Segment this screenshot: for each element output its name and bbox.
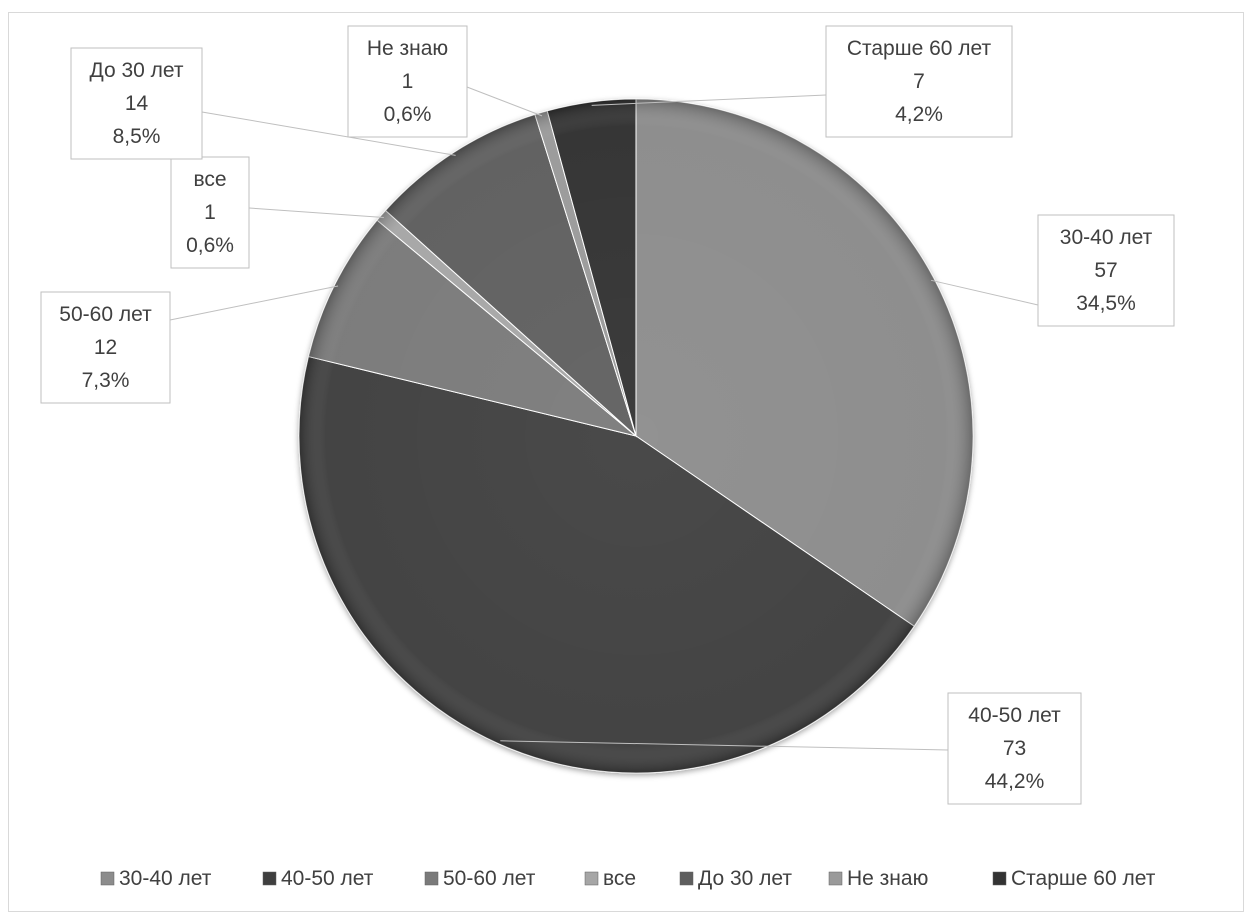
leader-line-2 (169, 285, 339, 321)
data-label-category-5: Не знаю (367, 37, 448, 60)
data-label-percent-6: 4,2% (895, 103, 943, 126)
legend-label-30-40-лет: 30-40 лет (119, 867, 212, 890)
data-label-box-2 (40, 291, 171, 404)
data-label-box-1 (947, 692, 1082, 805)
leader-line-0 (930, 279, 1039, 306)
data-label-category-0: 30-40 лет (1060, 226, 1153, 249)
data-label-percent-0: 34,5% (1076, 292, 1136, 315)
data-label-category-2: 50-60 лет (59, 303, 152, 326)
data-label-value-2: 12 (94, 336, 117, 359)
legend: 30-40 лет 40-50 лет 50-60 лет все До 30 лет Н… (100, 867, 1156, 890)
data-label-category-1: 40-50 лет (968, 704, 1061, 727)
legend-swatch-до-30-лет (679, 871, 694, 886)
data-label-box-6 (825, 25, 1013, 138)
data-label-percent-4: 8,5% (113, 125, 161, 148)
data-label-box-4 (70, 47, 203, 160)
legend-label-все: все (603, 867, 636, 890)
leader-line-5 (466, 86, 543, 117)
data-label-percent-1: 44,2% (985, 770, 1045, 793)
legend-swatch-30-40-лет (100, 871, 115, 886)
data-label-percent-2: 7,3% (82, 369, 130, 392)
data-label-value-6: 7 (913, 70, 925, 93)
data-label-value-3: 1 (204, 201, 216, 224)
leader-line-3 (248, 207, 384, 219)
legend-label-50-60-лет: 50-60 лет (443, 867, 536, 890)
data-label-percent-5: 0,6% (384, 103, 432, 126)
leader-line-4 (201, 111, 456, 156)
data-label-category-4: До 30 лет (89, 59, 183, 82)
legend-label-40-50-лет: 40-50 лет (281, 867, 374, 890)
data-label-category-3: все (193, 168, 226, 191)
data-label-category-6: Старше 60 лет (847, 37, 992, 60)
legend-swatch-40-50-лет (262, 871, 277, 886)
legend-swatch-все (584, 871, 599, 886)
chart-area (8, 12, 1244, 912)
data-label-value-4: 14 (125, 92, 149, 115)
legend-swatch-50-60-лет (424, 871, 439, 886)
legend-label-до-30-лет: До 30 лет (698, 867, 792, 890)
legend-swatch-не-знаю (828, 871, 843, 886)
legend-label-старше-60-лет: Старше 60 лет (1011, 867, 1156, 890)
data-label-percent-3: 0,6% (186, 234, 234, 257)
legend-swatch-старше-60-лет (992, 871, 1007, 886)
data-label-box-3 (170, 156, 250, 269)
leader-line-6 (591, 94, 827, 106)
data-label-box-0 (1037, 214, 1175, 327)
data-label-value-1: 73 (1003, 737, 1026, 760)
legend-label-не-знаю: Не знаю (847, 867, 928, 890)
data-label-box-5 (347, 25, 468, 138)
leader-line-1 (500, 740, 949, 751)
data-label-value-5: 1 (402, 70, 414, 93)
data-label-value-0: 57 (1094, 259, 1117, 282)
